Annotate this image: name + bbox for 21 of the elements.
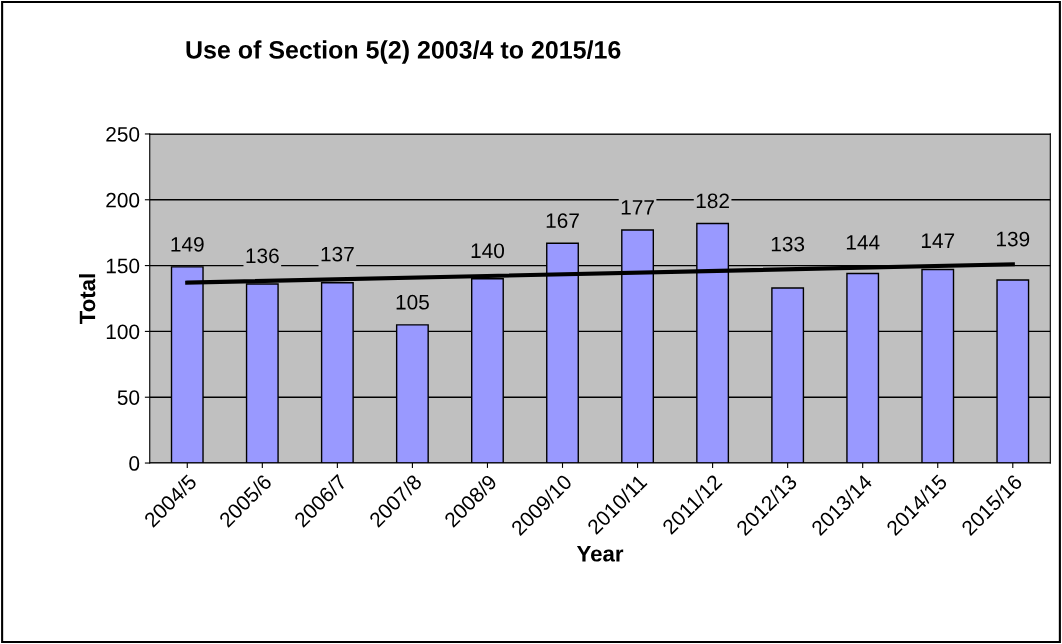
- y-tick-label: 0: [129, 456, 140, 471]
- data-label: 177: [621, 200, 654, 215]
- data-label: 139: [997, 231, 1030, 247]
- data-label: 105: [396, 294, 429, 310]
- y-tick-label: 50: [117, 390, 140, 405]
- y-tick-label: 150: [106, 258, 140, 274]
- y-tick-label: 250: [106, 126, 140, 142]
- y-axis-title: Total: [78, 274, 96, 324]
- y-tick-label: 200: [106, 192, 140, 208]
- data-label: 133: [771, 236, 805, 252]
- data-label: 182: [696, 193, 729, 209]
- chart-title: Use of Section 5(2) 2003/4 to 2015/16: [186, 40, 621, 64]
- data-label: 144: [846, 235, 880, 250]
- data-label: 167: [546, 213, 579, 228]
- data-label: 147: [921, 233, 955, 248]
- data-label: 149: [171, 236, 204, 252]
- y-tick-label: 100: [106, 324, 140, 340]
- data-label: 140: [471, 243, 505, 259]
- data-label: 136: [246, 248, 279, 264]
- data-label: 137: [321, 246, 354, 262]
- x-axis-title: Year: [576, 546, 624, 562]
